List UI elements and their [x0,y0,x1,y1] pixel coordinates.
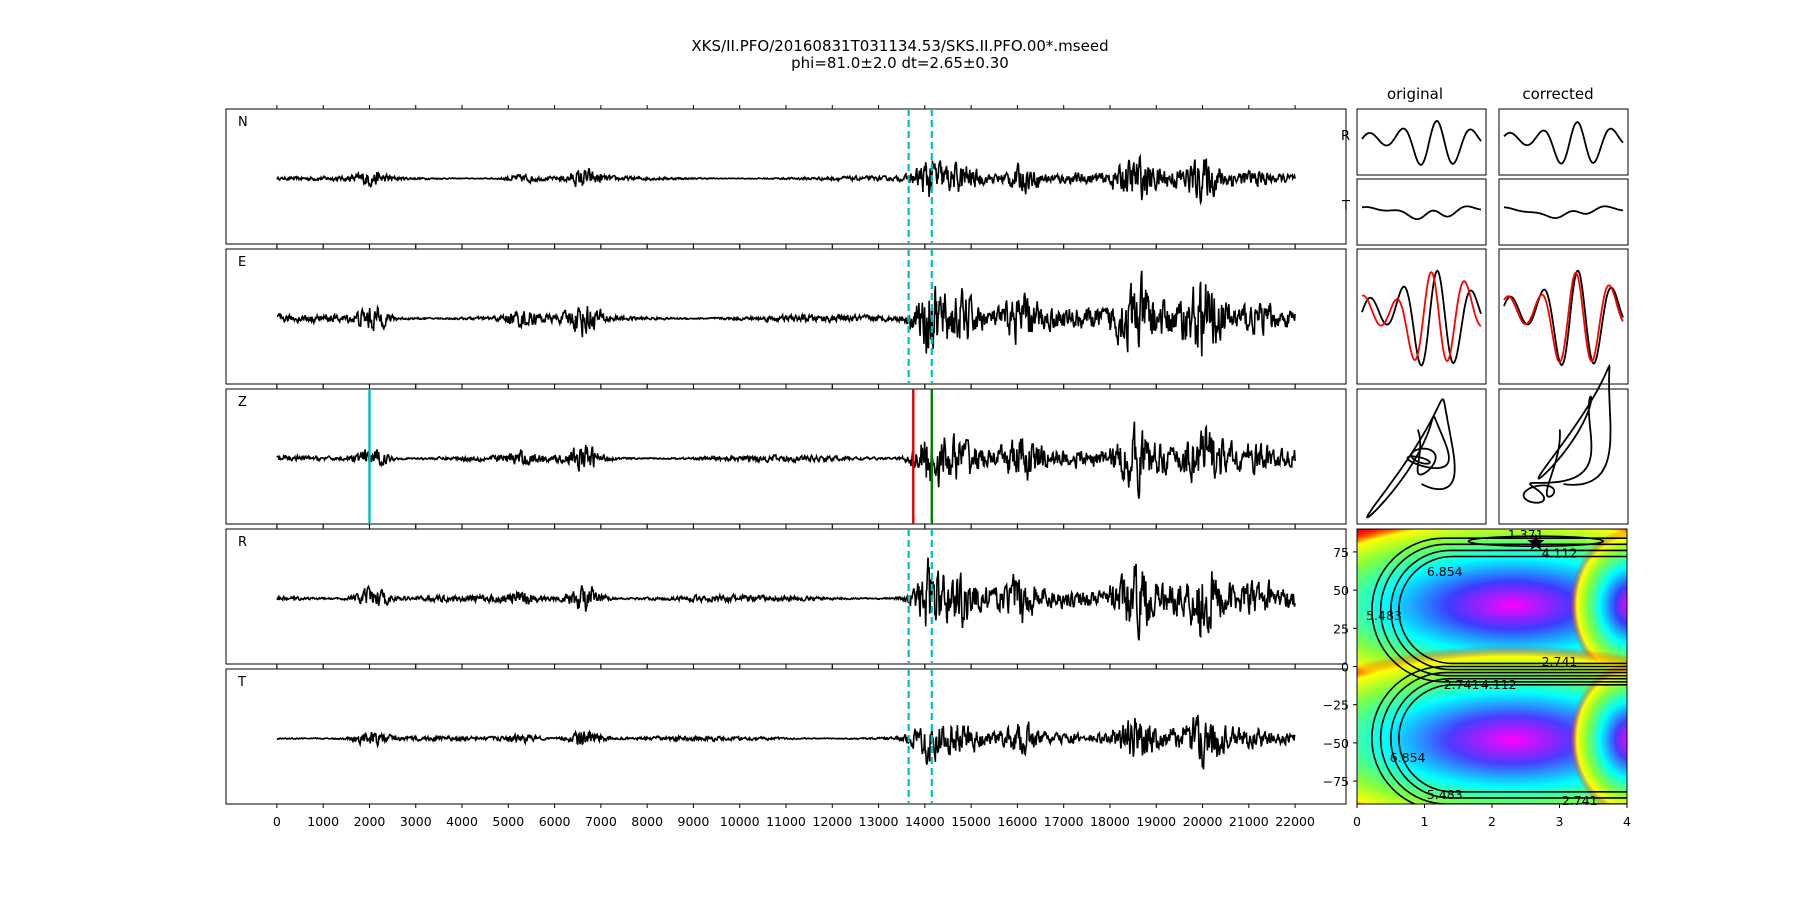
contour-label: 4.112 [1481,677,1517,692]
particle-motion-original [1366,398,1456,519]
channel-label-Z: Z [238,395,247,410]
x-tick-label: 4000 [446,814,478,829]
overlay-corrected-red [1503,272,1624,364]
x-tick-label: 12000 [812,814,852,829]
x-tick-label: 11000 [766,814,806,829]
x-tick-label: 19000 [1136,814,1176,829]
T-original-trace [1361,205,1482,221]
x-tick-label: 2000 [354,814,386,829]
x-tick-label: 17000 [1044,814,1084,829]
contour-label: 5.483 [1427,787,1463,802]
heatmap-x-tick-label: 1 [1421,814,1429,829]
contour-label: 2.741 [1444,677,1480,692]
contour-label: 4.112 [1542,545,1578,560]
contour-upper-3 [1398,555,1627,665]
x-tick-label: 0 [273,814,281,829]
contour-label: 6.854 [1427,564,1463,579]
small-panel-frame [1498,388,1629,525]
row-label-R: R [1341,129,1350,144]
minimum-lower-edge [1569,663,1627,804]
x-tick-label: 16000 [998,814,1038,829]
x-tick-label: 10000 [720,814,760,829]
contour-upper-1 [1379,543,1627,677]
channel-label-R: R [238,535,247,550]
contour-label: 2.741 [1542,654,1578,669]
seismogram-trace-Z [276,421,1296,499]
heatmap-y-tick-label: 0 [1341,660,1349,675]
R-original-trace [1361,120,1482,166]
x-tick-label: 5000 [492,814,524,829]
overlay-original-red [1361,270,1482,363]
heatmap-y-tick-label: −25 [1323,698,1349,713]
x-tick-label: 6000 [539,814,571,829]
x-tick-label: 8000 [631,814,663,829]
seismogram-trace-R [276,557,1296,641]
x-tick-label: 15000 [951,814,991,829]
minimum-upper-edge [1569,529,1627,682]
x-tick-label: 3000 [400,814,432,829]
contour-lower-0 [1371,665,1627,804]
contour-lower-1 [1379,671,1627,804]
best-fit-star [1527,533,1545,550]
small-panel-frame [1498,108,1629,176]
heatmap-y-tick-label: 50 [1333,583,1349,598]
x-tick-label: 22000 [1275,814,1315,829]
heatmap-x-tick-label: 3 [1556,814,1564,829]
figure-title: XKS/II.PFO/20160831T031134.53/SKS.II.PFO… [691,37,1109,55]
T-corrected-trace [1503,205,1624,220]
small-panel-frame [1356,248,1487,385]
heatmap-x-tick-label: 4 [1623,814,1631,829]
small-panel-frame [1356,108,1487,176]
overlay-original-black [1361,269,1482,367]
R-corrected-trace [1503,121,1624,165]
small-panel-frame [1356,178,1487,246]
contour-lower-3 [1398,684,1627,793]
x-tick-label: 21000 [1229,814,1269,829]
column-header-corrected: corrected [1522,85,1594,103]
x-tick-label: 18000 [1090,814,1130,829]
channel-label-T: T [237,675,246,690]
contour-label: 6.854 [1390,750,1426,765]
contour-lower-2 [1389,677,1627,799]
row-label-T: T [1341,199,1350,214]
column-header-original: original [1386,85,1444,103]
small-panel-frame [1498,248,1629,385]
heatmap-y-tick-label: 25 [1333,621,1349,636]
contour-upper-2 [1389,549,1627,671]
channel-label-N: N [238,115,248,130]
x-tick-label: 14000 [905,814,945,829]
contour-upper-0 [1371,537,1627,683]
overlay-corrected-black [1503,269,1624,367]
contour-label: 5.483 [1366,608,1402,623]
x-tick-label: 9000 [678,814,710,829]
heatmap-y-tick-label: −75 [1323,774,1349,789]
x-tick-label: 13000 [859,814,899,829]
figure-subtitle: phi=81.0±2.0 dt=2.65±0.30 [791,54,1009,72]
heatmap-x-tick-label: 0 [1353,814,1361,829]
heatmap-y-tick-label: 75 [1333,545,1349,560]
x-tick-label: 1000 [307,814,339,829]
small-panel-frame [1498,178,1629,246]
channel-label-E: E [238,255,246,270]
contour-label: 2.741 [1562,793,1598,808]
seismogram-trace-N [276,153,1296,206]
x-tick-label: 20000 [1183,814,1223,829]
seismogram-trace-E [276,270,1296,357]
seismogram-trace-T [276,714,1296,770]
x-tick-label: 7000 [585,814,617,829]
particle-motion-corrected [1522,363,1612,504]
heatmap-y-tick-label: −50 [1323,736,1349,751]
small-panel-frame [1356,388,1487,525]
heatmap-x-tick-label: 2 [1488,814,1496,829]
